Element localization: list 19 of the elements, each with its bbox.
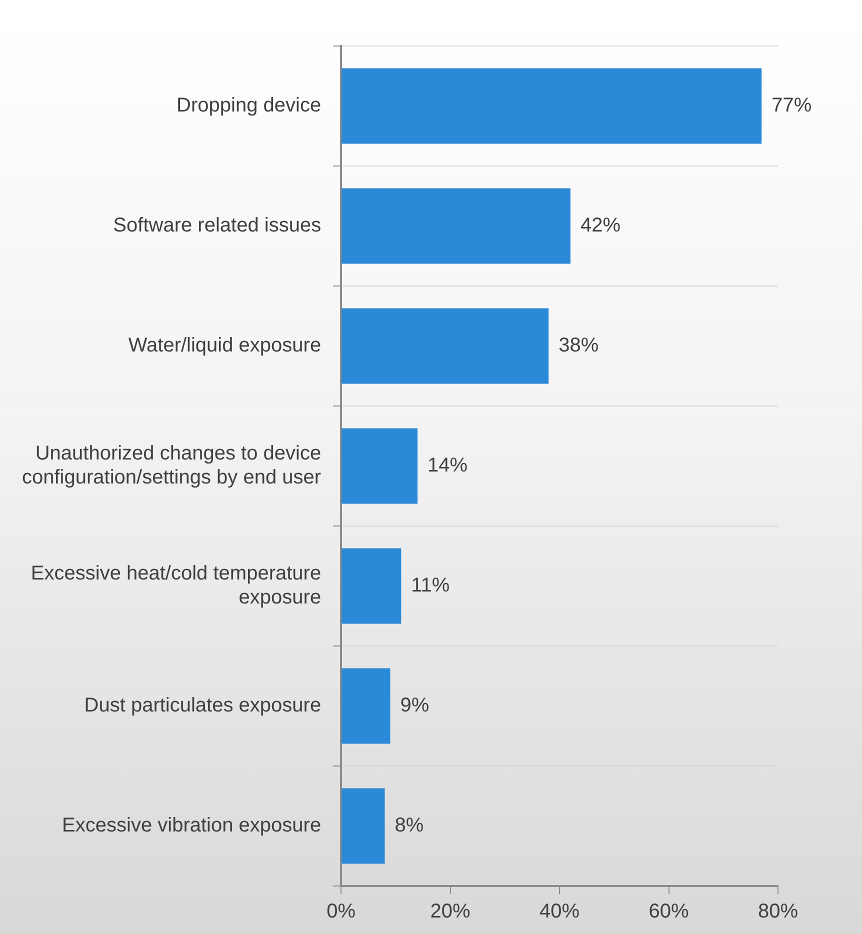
y-tick-label: Dust particulates exposure bbox=[84, 694, 322, 717]
x-tick-label: 80% bbox=[758, 900, 798, 923]
y-tick-label: Water/liquid exposure bbox=[128, 334, 322, 357]
y-tick-label: Dropping device bbox=[176, 94, 322, 117]
data-label: 42% bbox=[580, 214, 621, 237]
x-tick-label: 0% bbox=[326, 900, 356, 923]
y-tick-label: Unauthorized changes to device configuration/settings by end user bbox=[22, 442, 322, 489]
y-tick-label: Software related issues bbox=[113, 214, 322, 237]
x-tick-label: 60% bbox=[648, 900, 689, 923]
x-tick-label: 40% bbox=[540, 900, 580, 923]
y-tick-label: Excessive vibration exposure bbox=[62, 814, 322, 837]
x-tick-label: 20% bbox=[430, 900, 471, 923]
data-label: 38% bbox=[558, 334, 599, 357]
data-label: 8% bbox=[394, 814, 424, 837]
data-label: 11% bbox=[411, 574, 450, 597]
y-tick-label: Excessive heat/cold temperature exposure bbox=[30, 562, 322, 609]
data-label: 77% bbox=[772, 94, 812, 117]
data-label: 14% bbox=[428, 454, 468, 477]
data-label: 9% bbox=[400, 694, 430, 717]
